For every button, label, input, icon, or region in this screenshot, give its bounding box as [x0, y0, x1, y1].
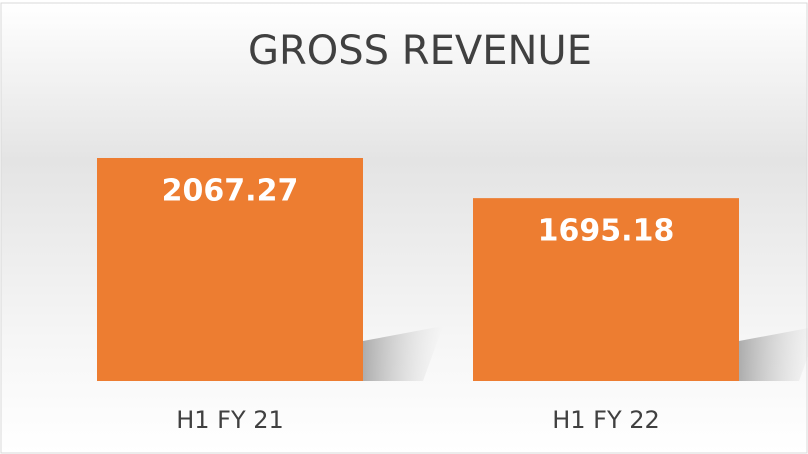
- bar-shadow: [739, 328, 808, 381]
- bar-shadow: [363, 326, 443, 381]
- x-tick-label: H1 FY 21: [176, 406, 284, 434]
- x-tick-label: H1 FY 22: [552, 406, 660, 434]
- bar: [473, 198, 739, 381]
- data-label: 2067.27: [162, 174, 299, 209]
- chart-title: GROSS REVENUE: [248, 28, 592, 74]
- bar: [97, 158, 363, 381]
- data-label: 1695.18: [538, 214, 675, 249]
